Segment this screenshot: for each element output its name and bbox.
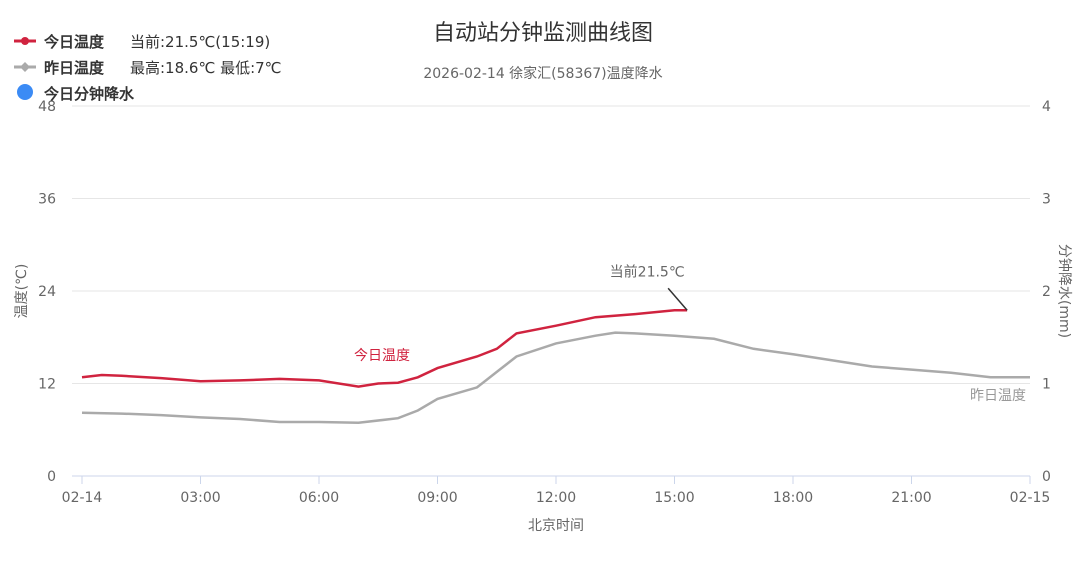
annotation-connector xyxy=(667,287,688,311)
y-tick-label: 24 xyxy=(38,284,56,300)
series-line-today xyxy=(81,309,688,388)
legend-diamond-icon xyxy=(20,62,30,72)
y-tick-label: 0 xyxy=(47,469,56,485)
y2-tick-label: 4 xyxy=(1042,99,1051,115)
x-axis-label: 北京时间 xyxy=(528,518,584,534)
legend-item-info: 当前:21.5℃(15:19) xyxy=(130,33,270,51)
legend-item-name[interactable]: 今日分钟降水 xyxy=(43,85,135,103)
x-tick-label: 18:00 xyxy=(773,490,813,506)
y-tick-label: 36 xyxy=(38,192,56,208)
legend-dot-icon xyxy=(21,37,29,45)
x-tick-label: 03:00 xyxy=(180,490,220,506)
y-axis-label: 温度(℃) xyxy=(14,264,30,319)
y2-axis-label: 分钟降水(mm) xyxy=(1056,244,1073,338)
x-tick-label: 02-14 xyxy=(62,490,103,506)
y2-tick-label: 1 xyxy=(1042,377,1051,393)
x-tick-label: 21:00 xyxy=(891,490,931,506)
y2-tick-label: 3 xyxy=(1042,192,1051,208)
x-tick-label: 15:00 xyxy=(654,490,694,506)
y-tick-label: 12 xyxy=(38,377,56,393)
chart-subtitle: 2026-02-14 徐家汇(58367)温度降水 xyxy=(423,65,662,82)
legend-item-info: 最高:18.6℃ 最低:7℃ xyxy=(130,59,282,77)
x-tick-label: 02-15 xyxy=(1010,490,1051,506)
series-line-yesterday xyxy=(81,331,1030,425)
y2-tick-label: 2 xyxy=(1042,284,1051,300)
x-tick-label: 12:00 xyxy=(536,490,576,506)
y-tick-label: 48 xyxy=(38,99,56,115)
x-tick-label: 09:00 xyxy=(417,490,457,506)
series-label-yesterday: 昨日温度 xyxy=(970,388,1026,404)
annotation-current: 当前21.5℃ xyxy=(610,263,685,280)
legend-item-name[interactable]: 今日温度 xyxy=(43,33,105,51)
y2-tick-label: 0 xyxy=(1042,469,1051,485)
legend-item-name[interactable]: 昨日温度 xyxy=(44,59,105,77)
legend-circle-icon xyxy=(17,84,33,100)
x-tick-label: 06:00 xyxy=(299,490,339,506)
series-label-today: 今日温度 xyxy=(354,348,410,364)
chart-title: 自动站分钟监测曲线图 xyxy=(433,21,653,46)
